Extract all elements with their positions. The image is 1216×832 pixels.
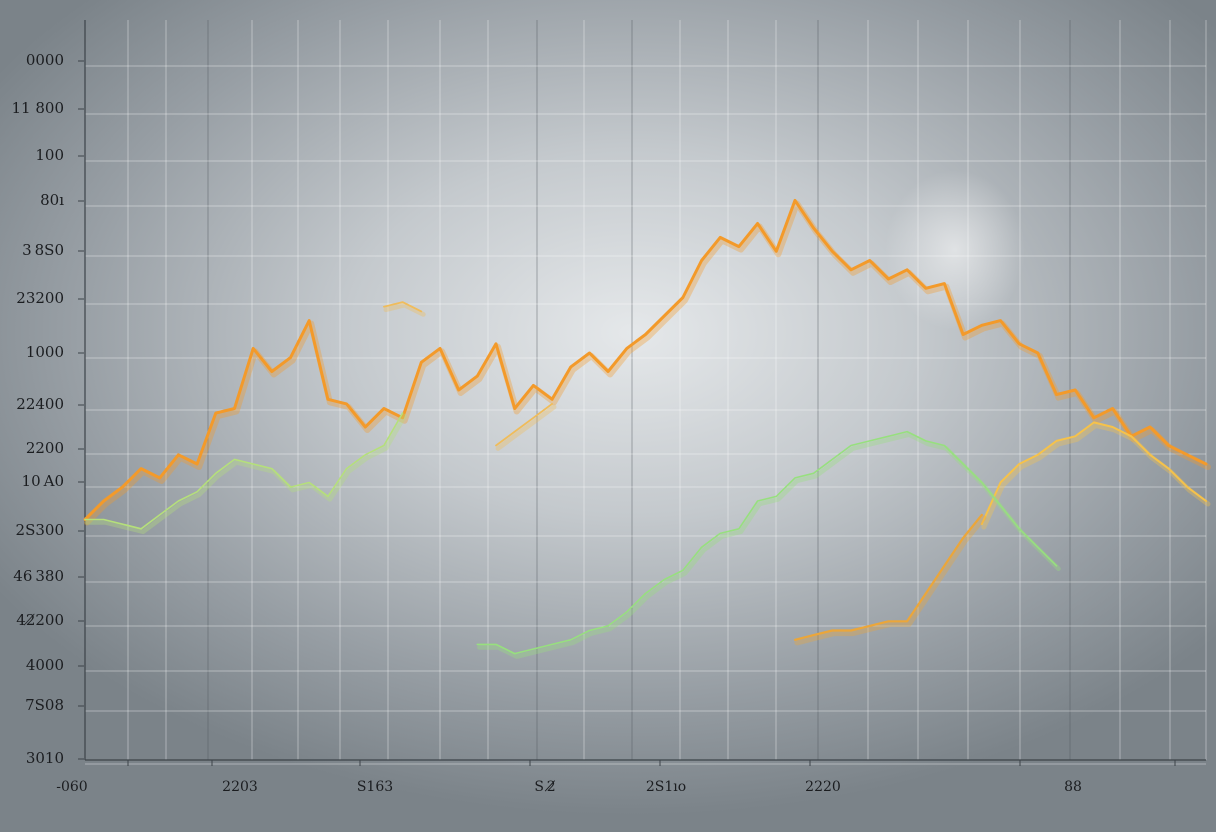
y-tick-label: 23200 <box>16 289 64 307</box>
y-tick-label: 46 380 <box>13 567 64 585</box>
y-tick-label: 4000 <box>26 656 64 674</box>
x-tick-label: 2S1ıo <box>646 779 686 795</box>
x-tick-label: 2220 <box>805 779 841 795</box>
y-tick-label: 0000 <box>26 51 64 69</box>
series-line-shadow <box>495 404 557 451</box>
series-line-1 <box>83 198 1208 521</box>
y-tick-label: 2200 <box>26 439 64 457</box>
x-tick-label: 88 <box>1064 779 1082 795</box>
x-tick-label: S163 <box>357 779 393 795</box>
series-line-6 <box>383 301 423 313</box>
series-line-5 <box>793 513 983 641</box>
x-tick-label: -060 <box>56 779 87 795</box>
series-line-2 <box>980 421 1207 526</box>
axes <box>84 20 1206 761</box>
y-tick-label: 3010 <box>26 749 64 767</box>
y-tick-label: 10 A0 <box>22 472 64 490</box>
y-tick-label: 7S08 <box>25 696 64 714</box>
y-tick-label: 100 <box>35 146 64 164</box>
x-axis-tick-labels: -060 2203 S163 S 2̸̸ 2S1ıo 2220 88 <box>56 760 1176 795</box>
grid <box>84 20 1207 765</box>
series-line-6 <box>495 403 553 447</box>
y-axis-tick-labels: 0000 11 800 100 80ı 3 8S0 23200 1000 22400 2200 1… <box>12 51 84 767</box>
y-tick-label: 1000 <box>26 343 64 361</box>
y-tick-label: 3 8S0 <box>22 241 64 259</box>
series-lines <box>83 198 1211 659</box>
y-tick-label: 11 800 <box>12 99 65 117</box>
y-tick-label: 2S300 <box>16 521 64 539</box>
glow-haze <box>885 170 1025 330</box>
y-tick-label: 42̸200 <box>16 611 64 629</box>
series-line-4 <box>476 430 1058 655</box>
y-tick-label: 22400 <box>16 395 64 413</box>
series-line-shadow <box>981 422 1211 530</box>
series-line-shadow <box>84 413 407 535</box>
series-line-shadow <box>84 200 1211 526</box>
series-line-shadow <box>794 515 987 646</box>
series-line-shadow <box>383 302 426 317</box>
x-tick-label: 2203 <box>222 779 258 795</box>
series-line-shadow <box>477 432 1061 659</box>
y-tick-label: 80ı <box>40 191 64 209</box>
series-line-3 <box>84 412 404 530</box>
x-tick-label: S 2̸̸ <box>534 779 555 795</box>
